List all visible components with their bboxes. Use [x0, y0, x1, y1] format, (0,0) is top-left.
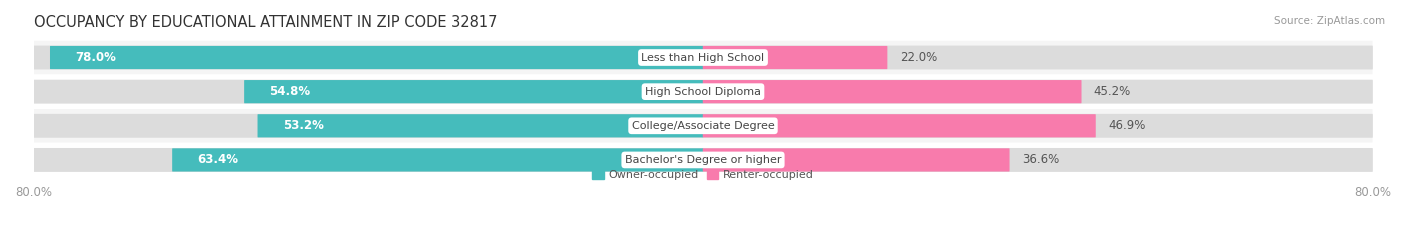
FancyBboxPatch shape	[34, 148, 1372, 172]
FancyBboxPatch shape	[172, 148, 703, 171]
Text: 45.2%: 45.2%	[1094, 85, 1130, 98]
FancyBboxPatch shape	[51, 46, 703, 69]
Text: Less than High School: Less than High School	[641, 52, 765, 62]
FancyBboxPatch shape	[34, 41, 1372, 74]
FancyBboxPatch shape	[257, 114, 703, 137]
FancyBboxPatch shape	[34, 114, 1372, 138]
Text: 78.0%: 78.0%	[76, 51, 117, 64]
Text: 63.4%: 63.4%	[197, 154, 239, 166]
Text: 22.0%: 22.0%	[900, 51, 936, 64]
Text: Bachelor's Degree or higher: Bachelor's Degree or higher	[624, 155, 782, 165]
Text: Source: ZipAtlas.com: Source: ZipAtlas.com	[1274, 16, 1385, 26]
Legend: Owner-occupied, Renter-occupied: Owner-occupied, Renter-occupied	[588, 165, 818, 185]
FancyBboxPatch shape	[34, 46, 1372, 69]
Text: 36.6%: 36.6%	[1022, 154, 1059, 166]
Text: 54.8%: 54.8%	[270, 85, 311, 98]
Text: College/Associate Degree: College/Associate Degree	[631, 121, 775, 131]
FancyBboxPatch shape	[703, 148, 1010, 171]
Text: 53.2%: 53.2%	[283, 119, 323, 132]
Text: OCCUPANCY BY EDUCATIONAL ATTAINMENT IN ZIP CODE 32817: OCCUPANCY BY EDUCATIONAL ATTAINMENT IN Z…	[34, 15, 496, 30]
FancyBboxPatch shape	[34, 75, 1372, 108]
Text: High School Diploma: High School Diploma	[645, 87, 761, 97]
Text: 46.9%: 46.9%	[1108, 119, 1146, 132]
FancyBboxPatch shape	[34, 143, 1372, 177]
FancyBboxPatch shape	[703, 114, 1095, 137]
FancyBboxPatch shape	[34, 109, 1372, 143]
FancyBboxPatch shape	[34, 80, 1372, 104]
FancyBboxPatch shape	[245, 80, 703, 103]
FancyBboxPatch shape	[703, 46, 887, 69]
FancyBboxPatch shape	[703, 80, 1081, 103]
